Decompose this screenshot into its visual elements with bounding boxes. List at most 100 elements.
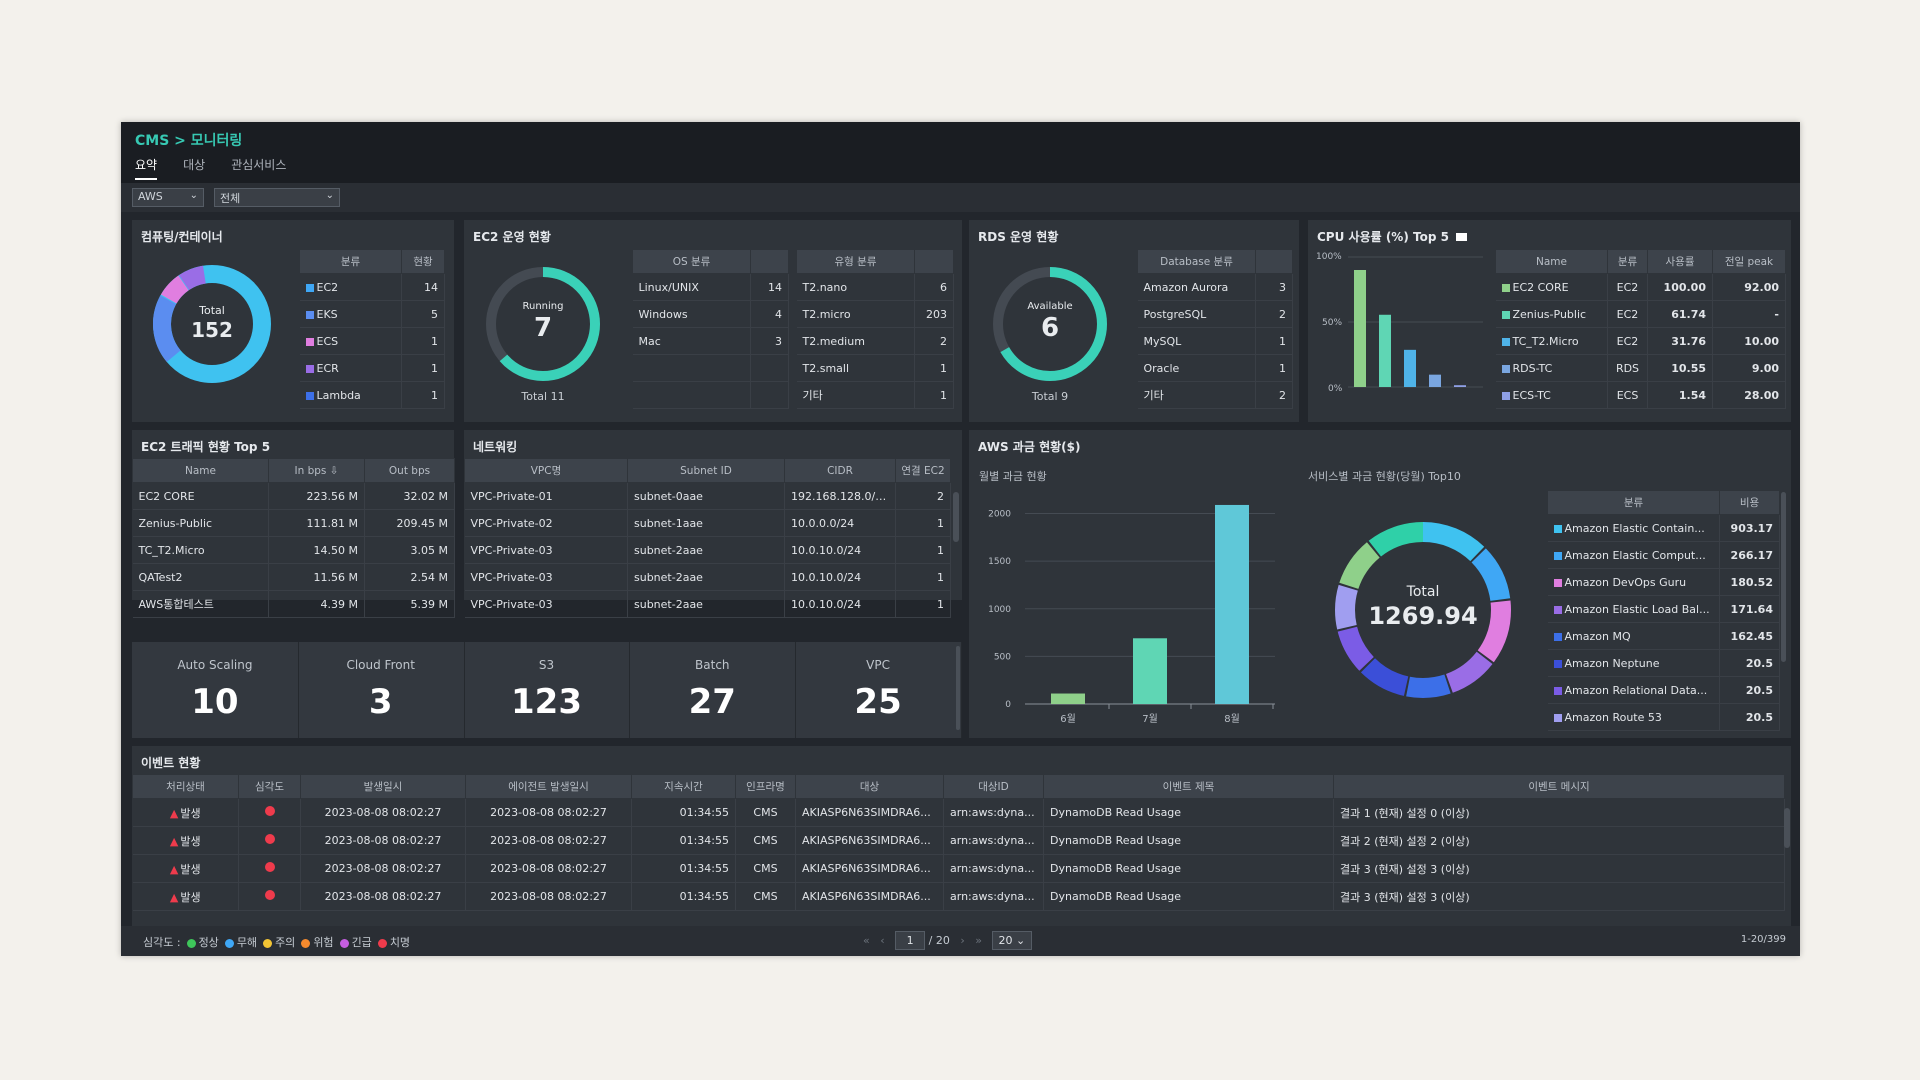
stat-card[interactable]: Batch 27: [629, 642, 797, 738]
billing-scrollbar[interactable]: [1781, 492, 1786, 662]
table-row[interactable]: ▲ 발생 2023-08-08 08:02:27 2023-08-08 08:02:2…: [132, 798, 1785, 827]
table-row[interactable]: Amazon Elastic Comput... 266.17: [1547, 541, 1780, 569]
billing-bar[interactable]: [1051, 693, 1085, 704]
table-row[interactable]: Lambda 1: [299, 381, 445, 409]
table-row[interactable]: Zenius-Public 111.81 M 209.45 M: [132, 509, 455, 537]
table-row[interactable]: TC_T2.Micro 14.50 M 3.05 M: [132, 536, 455, 564]
col-header: [914, 249, 954, 274]
table-row[interactable]: Linux/UNIX 14: [632, 273, 789, 301]
table-row[interactable]: ▲ 발생 2023-08-08 08:02:27 2023-08-08 08:02:2…: [132, 826, 1785, 855]
table-row[interactable]: T2.micro 203: [796, 300, 954, 328]
cidr-cell: 10.0.10.0/24: [784, 563, 896, 591]
cpu-bar[interactable]: [1404, 349, 1416, 387]
col-header[interactable]: 심각도: [238, 774, 301, 799]
first-page-icon[interactable]: «: [863, 934, 870, 947]
cpu-bar[interactable]: [1379, 314, 1391, 387]
table-row[interactable]: [632, 381, 789, 409]
info-icon[interactable]: [1456, 233, 1468, 241]
table-row[interactable]: RDS-TC RDS 10.55 9.00: [1495, 354, 1786, 382]
table-row[interactable]: ▲ 발생 2023-08-08 08:02:27 2023-08-08 08:02:2…: [132, 882, 1785, 911]
breadcrumb[interactable]: CMS > 모니터링: [135, 133, 243, 149]
table-row[interactable]: Amazon Elastic Contain... 903.17: [1547, 514, 1780, 542]
network-scrollbar[interactable]: [953, 492, 959, 542]
page-input[interactable]: 1: [895, 931, 926, 950]
col-header[interactable]: 이벤트 메시지: [1333, 774, 1785, 799]
table-row[interactable]: Amazon DevOps Guru 180.52: [1547, 568, 1780, 596]
table-row[interactable]: ▲ 발생 2023-08-08 08:02:27 2023-08-08 08:02:2…: [132, 854, 1785, 883]
table-row[interactable]: Amazon Elastic Load Bal... 171.64: [1547, 595, 1780, 623]
compute-center-value: 152: [191, 318, 233, 342]
col-header[interactable]: 발생일시: [300, 774, 466, 799]
table-row[interactable]: TC_T2.Micro EC2 31.76 10.00: [1495, 327, 1786, 355]
scope-select[interactable]: 전체 ⌄: [214, 188, 340, 207]
billing-bar[interactable]: [1215, 504, 1249, 704]
tab-favorite-services[interactable]: 관심서비스: [231, 158, 287, 172]
tab-summary[interactable]: 요약: [135, 156, 158, 180]
table-row[interactable]: VPC-Private-03 subnet-2aae 10.0.10.0/24 1: [464, 536, 951, 564]
billing-rows: Amazon Elastic Contain... 903.17 Amazon El…: [1547, 514, 1780, 731]
page-size-select[interactable]: 20 ⌄: [992, 931, 1033, 950]
table-row[interactable]: Amazon Route 53 20.5: [1547, 703, 1780, 731]
table-row[interactable]: VPC-Private-01 subnet-0aae 192.168.128.0/1…: [464, 482, 951, 510]
col-header[interactable]: 지속시간: [631, 774, 736, 799]
table-row[interactable]: Amazon Neptune 20.5: [1547, 649, 1780, 677]
cpu-bar[interactable]: [1354, 270, 1366, 387]
col-header-sortable[interactable]: In bps ⇩: [268, 458, 365, 483]
vpc-cell: VPC-Private-01: [464, 482, 628, 510]
table-row[interactable]: Mac 3: [632, 327, 789, 355]
stat-card[interactable]: S3 123: [464, 642, 631, 738]
table-row[interactable]: ECS 1: [299, 327, 445, 355]
table-row[interactable]: Amazon Aurora 3: [1137, 273, 1293, 301]
cpu-bar[interactable]: [1454, 385, 1466, 387]
col-header: Name: [1495, 249, 1608, 274]
events-scrollbar[interactable]: [1784, 808, 1790, 848]
table-row[interactable]: [632, 354, 789, 382]
col-header[interactable]: 대상ID: [943, 774, 1044, 799]
stat-label: VPC: [866, 658, 890, 672]
table-row[interactable]: Oracle 1: [1137, 354, 1293, 382]
name-cell: Amazon MQ: [1547, 622, 1720, 650]
table-row[interactable]: VPC-Private-03 subnet-2aae 10.0.10.0/24 1: [464, 590, 951, 618]
stat-card[interactable]: Auto Scaling 10: [132, 642, 299, 738]
rds-table: Database 분류 Amazon Aurora 3 PostgreSQL 2 MyS…: [1137, 249, 1293, 409]
col-header[interactable]: 에이전트 발생일시: [465, 774, 632, 799]
table-row[interactable]: PostgreSQL 2: [1137, 300, 1293, 328]
table-row[interactable]: MySQL 1: [1137, 327, 1293, 355]
table-row[interactable]: ECS-TC ECS 1.54 28.00: [1495, 381, 1786, 409]
table-row[interactable]: EC2 CORE EC2 100.00 92.00: [1495, 273, 1786, 301]
legend-swatch: [1553, 713, 1562, 722]
col-header[interactable]: 처리상태: [132, 774, 239, 799]
table-row[interactable]: EC2 CORE 223.56 M 32.02 M: [132, 482, 455, 510]
table-row[interactable]: Amazon MQ 162.45: [1547, 622, 1780, 650]
table-row[interactable]: T2.nano 6: [796, 273, 954, 301]
table-row[interactable]: Windows 4: [632, 300, 789, 328]
stats-scrollbar[interactable]: [956, 646, 960, 730]
col-header[interactable]: 인프라명: [735, 774, 796, 799]
table-row[interactable]: T2.medium 2: [796, 327, 954, 355]
billing-bar[interactable]: [1133, 638, 1167, 704]
last-page-icon[interactable]: »: [975, 934, 982, 947]
stat-card[interactable]: VPC 25: [795, 642, 962, 738]
provider-select[interactable]: AWS ⌄: [132, 188, 204, 207]
table-row[interactable]: 기타 1: [796, 381, 954, 409]
tab-targets[interactable]: 대상: [183, 158, 206, 172]
col-header: 유형 분류: [796, 249, 915, 274]
table-row[interactable]: VPC-Private-03 subnet-2aae 10.0.10.0/24 1: [464, 563, 951, 591]
table-row[interactable]: QATest2 11.56 M 2.54 M: [132, 563, 455, 591]
table-row[interactable]: VPC-Private-02 subnet-1aae 10.0.0.0/24 1: [464, 509, 951, 537]
next-page-icon[interactable]: ›: [960, 934, 965, 947]
name-text: TC_T2.Micro: [1512, 334, 1579, 348]
table-row[interactable]: Amazon Relational Data... 20.5: [1547, 676, 1780, 704]
table-row[interactable]: EKS 5: [299, 300, 445, 328]
table-row[interactable]: Zenius-Public EC2 61.74-: [1495, 300, 1786, 328]
cpu-bar[interactable]: [1429, 374, 1441, 387]
prev-page-icon[interactable]: ‹: [880, 934, 885, 947]
table-row[interactable]: ECR 1: [299, 354, 445, 382]
table-row[interactable]: EC2 14: [299, 273, 445, 301]
col-header[interactable]: 대상: [795, 774, 944, 799]
col-header[interactable]: 이벤트 제목: [1043, 774, 1334, 799]
table-row[interactable]: T2.small 1: [796, 354, 954, 382]
table-row[interactable]: AWS통합테스트 4.39 M 5.39 M: [132, 590, 455, 618]
table-row[interactable]: 기타 2: [1137, 381, 1293, 409]
stat-card[interactable]: Cloud Front 3: [298, 642, 465, 738]
